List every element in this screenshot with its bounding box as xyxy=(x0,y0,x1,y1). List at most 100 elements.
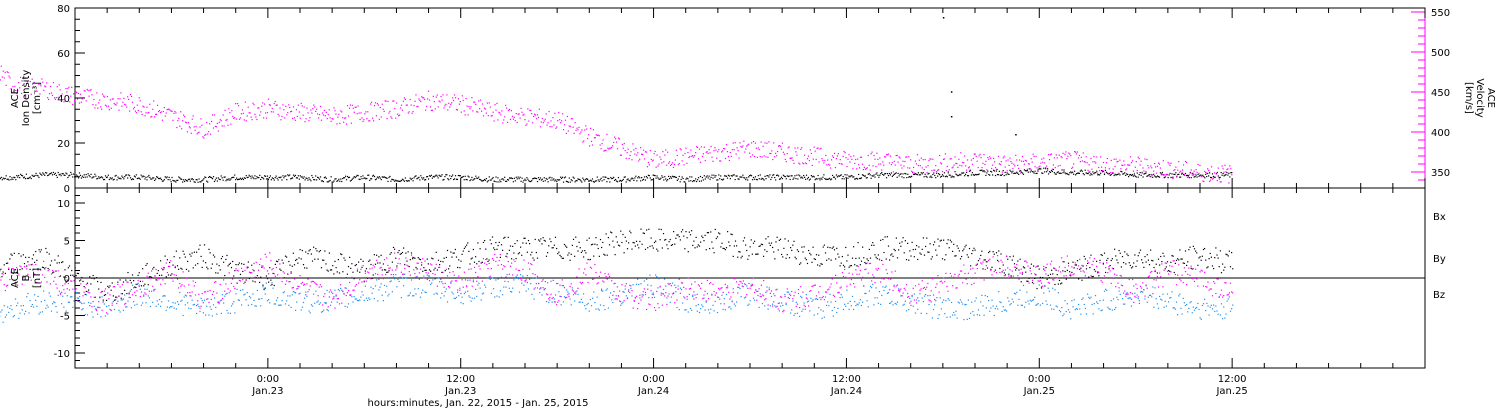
field-point-bx xyxy=(185,268,188,271)
velocity-point xyxy=(127,96,129,98)
field-point-by xyxy=(809,310,811,312)
density-point xyxy=(1225,174,1227,176)
field-point-by xyxy=(652,292,654,294)
velocity-point xyxy=(468,105,470,108)
velocity-point xyxy=(873,154,875,157)
field-point-bx xyxy=(688,231,690,233)
field-point-bx xyxy=(1016,267,1018,269)
field-point-by xyxy=(287,295,289,297)
density-point xyxy=(632,178,634,180)
field-point-bx xyxy=(638,247,640,249)
velocity-point xyxy=(971,163,973,165)
velocity-point xyxy=(992,164,994,166)
field-point-by xyxy=(290,306,292,308)
field-point-bx xyxy=(55,270,57,272)
field-point-bx xyxy=(1052,273,1054,275)
density-point xyxy=(1213,176,1216,178)
field-point-bx xyxy=(1111,258,1113,260)
density-point xyxy=(1171,173,1173,175)
field-point-bx xyxy=(923,254,926,256)
field-point-bx xyxy=(583,256,585,258)
velocity-point xyxy=(741,146,743,148)
density-point xyxy=(35,172,37,175)
velocity-point xyxy=(1037,169,1039,171)
field-point-bx xyxy=(1181,258,1183,260)
field-point-bx xyxy=(792,244,794,246)
field-point-bx xyxy=(1171,255,1173,257)
density-point xyxy=(750,174,752,176)
density-point xyxy=(1159,172,1162,174)
velocity-point xyxy=(70,95,72,97)
density-point xyxy=(1182,173,1185,176)
velocity-point xyxy=(90,89,92,91)
density-point xyxy=(175,181,177,183)
velocity-point xyxy=(401,109,404,111)
density-point xyxy=(921,173,923,175)
density-point xyxy=(489,179,491,181)
field-tick-label: 0 xyxy=(64,274,70,285)
density-point xyxy=(1096,170,1098,172)
velocity-point xyxy=(239,117,242,119)
field-point-bx xyxy=(44,268,46,270)
velocity-point xyxy=(387,100,389,103)
field-point-by xyxy=(173,307,175,309)
velocity-point xyxy=(167,108,169,110)
field-point-by xyxy=(77,297,80,299)
density-point xyxy=(147,176,149,178)
field-point-by xyxy=(401,277,404,279)
velocity-point xyxy=(1026,168,1028,170)
field-point-bx xyxy=(416,268,418,270)
field-point-bx xyxy=(937,238,939,240)
field-point-by xyxy=(782,304,784,306)
velocity-point xyxy=(739,142,741,144)
density-point xyxy=(390,180,392,182)
velocity-point xyxy=(562,129,565,131)
velocity-point xyxy=(1014,165,1016,167)
density-point xyxy=(542,180,544,182)
field-point-bx xyxy=(84,293,86,296)
field-point-bx xyxy=(624,236,626,238)
field-point-bx xyxy=(1001,271,1003,273)
field-point-bx xyxy=(901,241,903,243)
density-point xyxy=(943,172,946,174)
velocity-point xyxy=(778,145,781,147)
velocity-point xyxy=(38,83,40,85)
velocity-point xyxy=(867,154,869,157)
field-point-bx xyxy=(309,249,311,251)
velocity-point xyxy=(925,166,927,168)
velocity-point xyxy=(425,109,427,111)
field-point-by xyxy=(182,314,184,317)
velocity-point xyxy=(600,148,602,150)
density-point xyxy=(344,177,346,179)
velocity-point xyxy=(918,159,920,161)
density-point xyxy=(1015,172,1017,174)
density-point xyxy=(225,180,227,182)
velocity-point xyxy=(266,112,269,114)
density-point xyxy=(231,177,233,179)
field-point-by xyxy=(642,291,644,293)
field-point-bx xyxy=(980,254,982,257)
field-point-by xyxy=(693,291,695,293)
density-point xyxy=(31,174,33,176)
field-point-bx xyxy=(205,262,207,264)
field-point-by xyxy=(497,278,499,280)
field-point-bx xyxy=(341,253,343,256)
velocity-point xyxy=(674,159,676,161)
field-point-by xyxy=(526,274,528,277)
velocity-point xyxy=(767,156,769,158)
field-point-by xyxy=(805,294,807,296)
field-point-bx xyxy=(437,259,440,261)
density-point xyxy=(522,181,524,183)
density-point xyxy=(929,176,931,178)
velocity-point xyxy=(203,137,205,139)
field-point-bx xyxy=(632,241,634,244)
field-point-bx xyxy=(257,277,260,279)
field-point-bx xyxy=(783,247,785,249)
field-point-bx xyxy=(83,285,85,288)
field-point-by xyxy=(331,301,333,303)
field-point-bx xyxy=(692,244,694,247)
field-point-bx xyxy=(178,268,180,270)
density-point xyxy=(65,172,67,174)
velocity-point xyxy=(690,149,692,151)
field-point-bx xyxy=(1141,259,1143,261)
